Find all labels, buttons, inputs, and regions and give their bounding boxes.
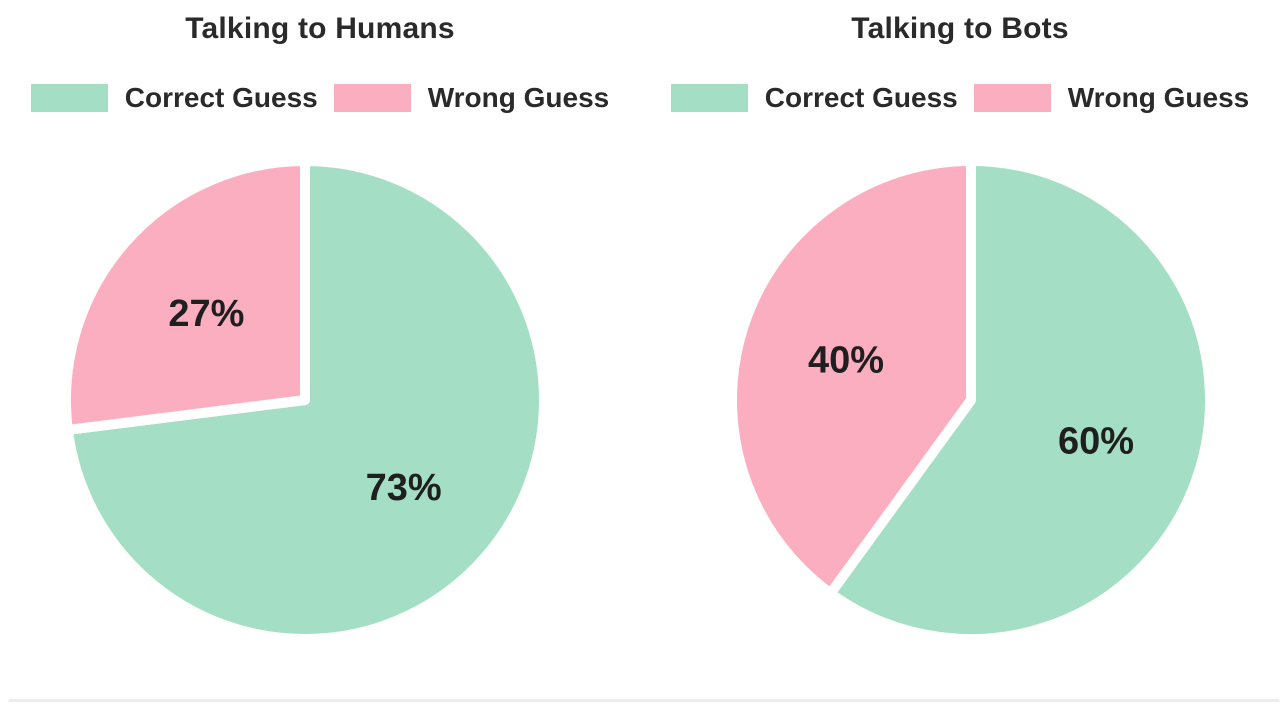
legend-swatch-wrong-icon [333,84,411,112]
legend-item-correct: Correct Guess [670,82,958,113]
chart-title-bots: Talking to Bots [851,12,1069,45]
legend-humans: Correct Guess Wrong Guess [0,84,640,112]
chart-title-humans: Talking to Humans [185,12,455,45]
pie-chart-humans: 73% 27% [61,156,549,644]
pie-slice-wrong-guess [727,156,976,599]
slice-value-label: 40% [808,339,884,381]
legend-swatch-correct-icon [30,84,108,112]
slice-value-label: 73% [366,467,442,509]
legend-label-wrong: Wrong Guess [427,82,610,113]
legend-swatch-wrong-icon [973,84,1051,112]
legend-item-correct: Correct Guess [30,82,318,113]
legend-label-correct: Correct Guess [764,82,958,113]
slice-value-label: 60% [1058,421,1134,463]
legend-swatch-correct-icon [670,84,748,112]
slice-value-label: 27% [168,293,244,335]
legend-item-wrong: Wrong Guess [333,82,610,113]
legend-bots: Correct Guess Wrong Guess [640,84,1280,112]
legend-label-wrong: Wrong Guess [1067,82,1250,113]
pie-slice-wrong-guess [61,156,310,435]
chart-panel-bots: Talking to Bots Correct Guess Wrong Gues… [640,0,1280,711]
legend-label-correct: Correct Guess [124,82,318,113]
pie-slice-correct-guess [825,156,1215,644]
legend-item-wrong: Wrong Guess [973,82,1250,113]
chart-panel-humans: Talking to Humans Correct Guess Wrong Gu… [0,12,640,644]
bottom-divider [8,699,1280,702]
pie-chart-bots: 60% 40% [727,156,1215,644]
